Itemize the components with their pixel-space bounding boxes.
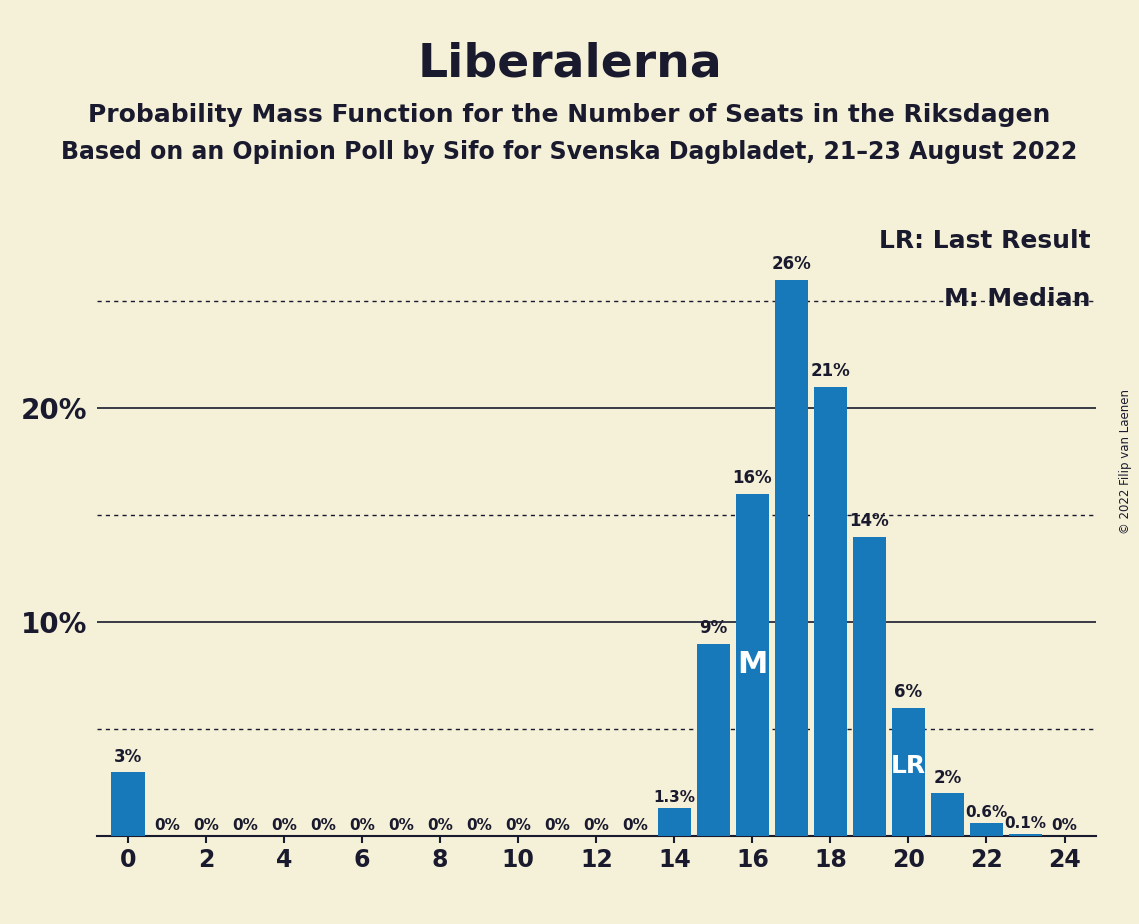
Text: 0.1%: 0.1%: [1005, 816, 1047, 831]
Text: 0%: 0%: [622, 818, 648, 833]
Bar: [657, 808, 691, 836]
Bar: [112, 772, 145, 836]
Text: 0%: 0%: [388, 818, 415, 833]
Text: 1.3%: 1.3%: [654, 790, 695, 805]
Bar: [775, 280, 808, 836]
Text: 0%: 0%: [310, 818, 336, 833]
Bar: [736, 493, 769, 836]
Text: 14%: 14%: [850, 512, 890, 530]
Text: 0%: 0%: [544, 818, 571, 833]
Text: 0%: 0%: [271, 818, 297, 833]
Text: Based on an Opinion Poll by Sifo for Svenska Dagbladet, 21–23 August 2022: Based on an Opinion Poll by Sifo for Sve…: [62, 140, 1077, 164]
Bar: [892, 708, 925, 836]
Text: Liberalerna: Liberalerna: [417, 42, 722, 87]
Text: 0%: 0%: [154, 818, 180, 833]
Text: 26%: 26%: [771, 255, 811, 274]
Text: 0.6%: 0.6%: [966, 805, 1008, 821]
Bar: [853, 537, 886, 836]
Text: 16%: 16%: [732, 469, 772, 487]
Bar: [813, 386, 847, 836]
Text: 0%: 0%: [194, 818, 219, 833]
Text: 0%: 0%: [466, 818, 492, 833]
Text: 0%: 0%: [232, 818, 259, 833]
Text: 6%: 6%: [894, 684, 923, 701]
Text: 0%: 0%: [506, 818, 531, 833]
Bar: [1009, 834, 1042, 836]
Bar: [931, 794, 964, 836]
Bar: [970, 823, 1003, 836]
Text: LR: LR: [891, 754, 926, 778]
Text: Probability Mass Function for the Number of Seats in the Riksdagen: Probability Mass Function for the Number…: [89, 103, 1050, 128]
Bar: [697, 643, 730, 836]
Text: 0%: 0%: [1051, 818, 1077, 833]
Text: 0%: 0%: [350, 818, 375, 833]
Text: LR: Last Result: LR: Last Result: [879, 229, 1091, 253]
Text: 2%: 2%: [933, 769, 961, 787]
Text: 0%: 0%: [583, 818, 609, 833]
Text: 3%: 3%: [114, 748, 142, 766]
Text: 0%: 0%: [427, 818, 453, 833]
Text: 9%: 9%: [699, 619, 728, 638]
Text: © 2022 Filip van Laenen: © 2022 Filip van Laenen: [1118, 390, 1132, 534]
Text: M: M: [737, 650, 768, 679]
Text: 21%: 21%: [811, 362, 850, 381]
Text: M: Median: M: Median: [944, 287, 1091, 311]
